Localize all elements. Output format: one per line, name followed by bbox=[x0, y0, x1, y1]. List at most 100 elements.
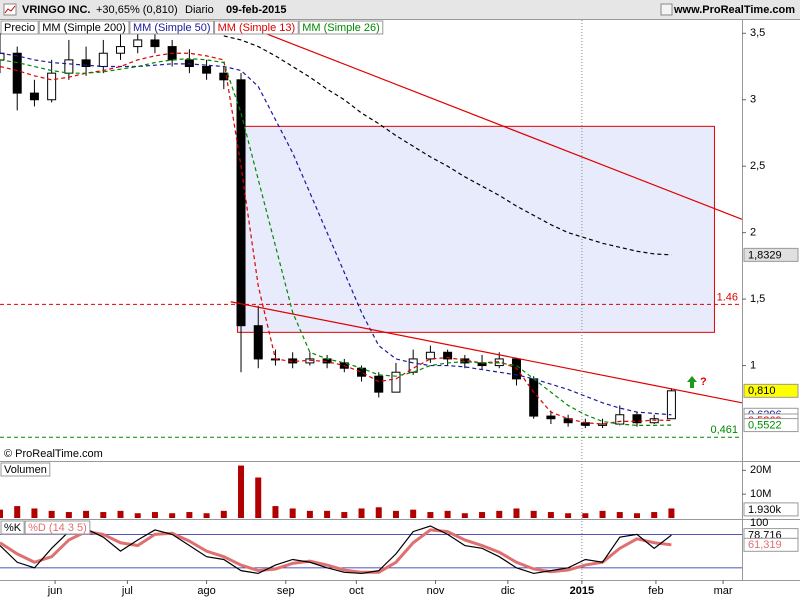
candle-body bbox=[615, 414, 625, 425]
volume-bar bbox=[151, 512, 158, 518]
candle-body bbox=[546, 415, 556, 420]
range-box bbox=[237, 125, 715, 333]
level-label: 0,461 bbox=[710, 424, 738, 436]
legend-entry: MM (Simple 13) bbox=[218, 22, 296, 34]
volume-bar bbox=[496, 510, 503, 518]
legend-box bbox=[24, 520, 91, 535]
y-tick-label: 1,5 bbox=[750, 293, 765, 305]
x-tick-label: dic bbox=[501, 585, 516, 597]
volume-bar bbox=[358, 508, 365, 518]
moving-average bbox=[0, 57, 672, 426]
volume-bar bbox=[100, 512, 107, 518]
legend-entry: %K bbox=[4, 522, 22, 534]
window-button[interactable] bbox=[660, 3, 673, 16]
candle-body bbox=[29, 92, 39, 101]
x-tick-label: jun bbox=[47, 585, 63, 597]
legend-box bbox=[0, 520, 25, 535]
legend-box bbox=[129, 20, 215, 35]
volume-bar bbox=[530, 510, 537, 518]
last-value-label: 61,319 bbox=[748, 539, 782, 551]
x-tick-label: 2015 bbox=[570, 585, 594, 597]
moving-average bbox=[0, 52, 672, 416]
volume-bar bbox=[427, 512, 434, 518]
close-label: 0,810 bbox=[748, 385, 776, 397]
volume-bar bbox=[651, 512, 658, 518]
current-volume-label-box bbox=[743, 502, 799, 517]
candle-body bbox=[47, 72, 57, 101]
legend-entry: MM (Simple 26) bbox=[302, 22, 380, 34]
note: ? bbox=[700, 376, 707, 388]
date: 09-feb-2015 bbox=[226, 4, 287, 16]
volume-bar bbox=[461, 513, 468, 518]
last-value-label-box bbox=[743, 537, 799, 552]
volume-bar bbox=[599, 510, 606, 518]
trendline bbox=[230, 301, 743, 404]
y-tick-label: 10M bbox=[750, 488, 771, 500]
last-value-label-box bbox=[743, 418, 799, 433]
last-value-label: 1,8329 bbox=[748, 249, 782, 261]
change: +30,65% (0,810) bbox=[96, 4, 178, 16]
candle-body bbox=[529, 378, 539, 417]
y-tick-label: 2 bbox=[750, 227, 756, 239]
candle-body bbox=[563, 418, 573, 424]
candle-body bbox=[236, 79, 246, 327]
symbol: VRINGO INC. bbox=[22, 4, 90, 16]
x-tick-label: nov bbox=[427, 585, 445, 597]
volume-bar bbox=[220, 510, 227, 518]
volume-bar bbox=[203, 513, 210, 518]
copyright: © ProRealTime.com bbox=[4, 448, 103, 460]
level-label: 1.46 bbox=[717, 291, 738, 303]
volume-bar bbox=[14, 506, 21, 518]
candle-body bbox=[98, 52, 108, 68]
close-label-box bbox=[743, 383, 799, 398]
candle-body bbox=[133, 39, 143, 48]
candle-body bbox=[116, 46, 126, 54]
moving-average bbox=[223, 35, 672, 256]
y-tick-label: 3 bbox=[750, 94, 756, 106]
x-tick-label: oct bbox=[349, 585, 364, 597]
x-tick-label: sep bbox=[277, 585, 295, 597]
volume-bar bbox=[255, 477, 262, 518]
volume-bar bbox=[341, 512, 348, 518]
oscillator-line bbox=[0, 525, 672, 575]
y-tick-label: 100 bbox=[750, 517, 768, 529]
volume-bar bbox=[444, 510, 451, 518]
x-tick-label: mar bbox=[714, 585, 733, 597]
volume-bar bbox=[238, 465, 245, 518]
y-tick-label: 20M bbox=[750, 464, 771, 476]
volume-bar bbox=[410, 509, 417, 518]
candle-body bbox=[443, 351, 453, 360]
site: www.ProRealTime.com bbox=[673, 4, 795, 16]
current-volume-label: 1.930k bbox=[748, 504, 782, 516]
candle-body bbox=[425, 351, 435, 360]
moving-average bbox=[0, 52, 672, 425]
x-tick-label: feb bbox=[648, 585, 663, 597]
volume-bar bbox=[479, 512, 486, 518]
volume-bar bbox=[289, 508, 296, 518]
volume-bar bbox=[83, 510, 90, 518]
chart-icon[interactable] bbox=[3, 3, 17, 16]
candle-body bbox=[391, 371, 401, 393]
x-tick-label: jul bbox=[121, 585, 133, 597]
y-tick-label: 3,5 bbox=[750, 27, 765, 39]
legend-entry: MM (Simple 50) bbox=[133, 22, 211, 34]
candle-body bbox=[219, 72, 229, 81]
volume-bar bbox=[0, 509, 3, 518]
x-tick-label: ago bbox=[197, 585, 215, 597]
y-tick-label: 2,5 bbox=[750, 160, 765, 172]
candle-body bbox=[81, 59, 91, 68]
candle-body bbox=[649, 418, 659, 424]
volume-bar bbox=[324, 510, 331, 518]
oscillator-line bbox=[0, 528, 672, 574]
candle-body bbox=[374, 375, 384, 393]
arrow-up bbox=[687, 376, 697, 388]
volume-bar bbox=[668, 508, 675, 518]
chart-icon-line bbox=[4, 5, 16, 14]
volume-bar bbox=[375, 507, 382, 518]
period: Diario bbox=[185, 4, 214, 16]
candle-body bbox=[64, 59, 74, 74]
candle-body bbox=[666, 390, 676, 420]
header-bar bbox=[0, 0, 800, 19]
volume-bar bbox=[272, 506, 279, 518]
volume-bar bbox=[565, 513, 572, 518]
